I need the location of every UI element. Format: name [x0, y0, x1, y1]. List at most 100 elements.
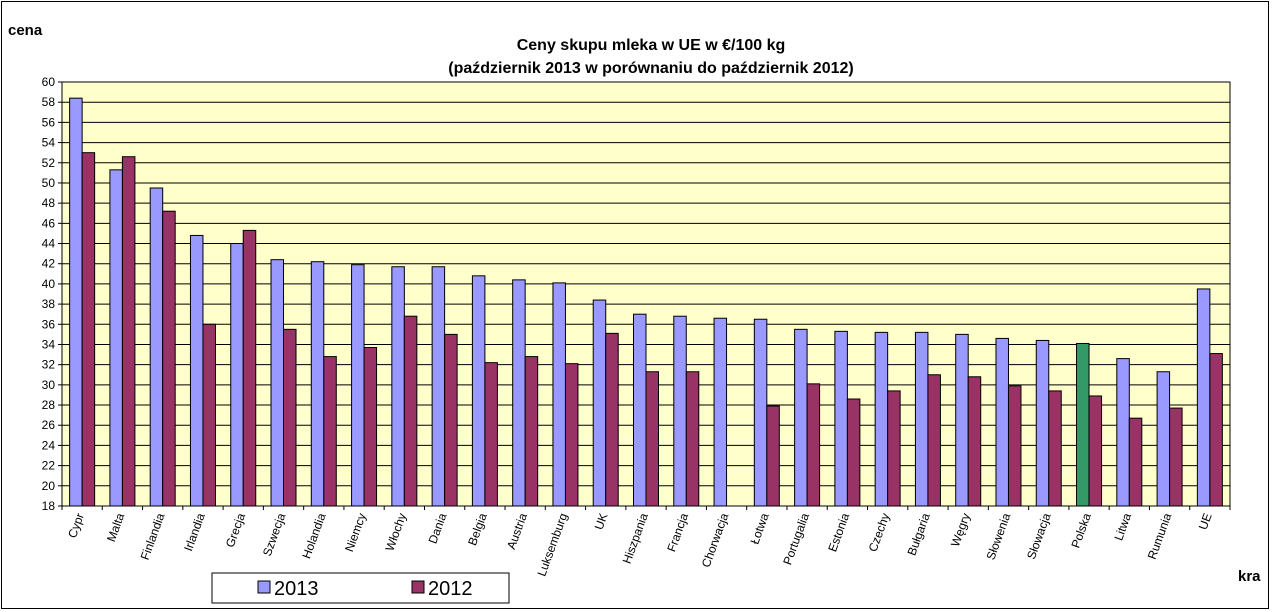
bar-2013	[512, 279, 526, 507]
x-tick-label: Węgry	[948, 511, 973, 548]
bar-2012	[887, 390, 901, 507]
bar-2012	[524, 356, 539, 507]
x-tick-label: Łotwa	[748, 511, 772, 546]
bar-2013	[753, 318, 768, 507]
bar-2013	[552, 282, 566, 507]
x-tick-label: Holandia	[299, 511, 328, 561]
x-tick-label: Chorwacja	[699, 511, 732, 569]
bar-2012	[685, 371, 700, 507]
bar-2012	[645, 371, 659, 507]
x-tick-label: Luksemburg	[535, 511, 571, 578]
x-tick-label: UK	[592, 511, 611, 531]
bar-2013	[270, 259, 285, 507]
legend-label-2012: 2012	[428, 578, 473, 600]
y-tick-label: 58	[42, 95, 56, 109]
x-tick-label: Finlandia	[138, 511, 168, 562]
bar-2013	[310, 261, 325, 507]
bar-2013	[633, 313, 647, 507]
y-tick-label: 26	[42, 418, 56, 432]
y-tick-label: 22	[42, 459, 56, 473]
y-tick-label: 46	[42, 216, 56, 230]
x-tick-label: UE	[1196, 511, 1215, 531]
bar-2012	[766, 405, 780, 507]
x-tick-label: Szwecja	[260, 511, 289, 558]
bar-2013	[1116, 358, 1130, 507]
y-tick-label: 48	[42, 196, 56, 210]
bar-2012	[363, 347, 378, 507]
x-tick-label: Niemcy	[342, 511, 369, 553]
bar-2012	[1169, 407, 1183, 507]
y-tick-label: 54	[42, 136, 56, 150]
bar-2013	[471, 275, 486, 507]
x-tick-label: Cypr	[65, 511, 87, 540]
x-tick-label: Czechy	[866, 511, 893, 553]
x-tick-label: Irlandia	[181, 511, 208, 553]
x-tick-label: Hiszpania	[620, 511, 651, 566]
x-tick-label: Grecja	[223, 511, 248, 549]
y-tick-label: 32	[42, 358, 56, 372]
legend: 2013 2012	[211, 572, 510, 604]
bar-2013	[189, 234, 204, 507]
bar-2013	[351, 264, 365, 507]
bar-2013	[914, 331, 929, 507]
bar-2013	[995, 337, 1009, 507]
bar-2012	[1209, 353, 1223, 507]
bar-2013	[834, 330, 848, 507]
bar-2013	[109, 169, 123, 507]
x-axis-label: kra	[1238, 568, 1261, 585]
bar-2013	[794, 328, 808, 507]
x-tick-label: Polska	[1068, 511, 1094, 550]
y-tick-label: 56	[42, 115, 56, 129]
y-axis-label: cena	[8, 22, 43, 39]
x-tick-label: Estonia	[825, 511, 852, 554]
bar-2013	[592, 299, 607, 507]
bar-2013	[69, 97, 83, 507]
y-tick-label: 24	[42, 438, 56, 452]
bar-2012	[323, 356, 337, 507]
bar-2013	[1156, 371, 1171, 507]
y-tick-label: 52	[42, 156, 56, 170]
chart-subtitle: (październik 2013 w porównaniu do paździ…	[448, 60, 853, 77]
bar-2012	[564, 363, 579, 507]
y-tick-label: 60	[42, 75, 56, 89]
bar-2012	[81, 152, 96, 507]
bar-2013	[713, 317, 728, 507]
bar-2012	[162, 210, 176, 507]
y-tick-label: 28	[42, 398, 56, 412]
bar-2013	[673, 315, 687, 507]
y-tick-label: 38	[42, 297, 56, 311]
x-tick-label: Austria	[504, 511, 530, 551]
x-tick-label: Dania	[426, 511, 450, 546]
legend-swatch-2013	[257, 580, 271, 594]
y-tick-label: 50	[42, 176, 56, 190]
bar-2013	[391, 266, 405, 507]
bar-2012	[1128, 417, 1143, 507]
bar-2013	[1076, 342, 1090, 507]
x-tick-label: Litwa	[1111, 511, 1134, 542]
bar-2012	[283, 328, 297, 507]
y-tick-label: 36	[42, 317, 56, 331]
x-tick-label: Malta	[104, 511, 127, 544]
chart-title: Ceny skupu mleka w UE w €/100 kg	[517, 37, 786, 54]
y-tick-label: 42	[42, 257, 56, 271]
bar-2013	[955, 333, 969, 507]
bar-2012	[121, 156, 136, 507]
bar-2012	[444, 333, 458, 507]
y-tick-label: 34	[42, 337, 56, 351]
bar-2012	[846, 398, 861, 507]
legend-label-2013: 2013	[274, 578, 319, 600]
bar-2012	[1048, 390, 1062, 507]
y-tick-label: 18	[42, 499, 56, 513]
y-tick-label: 30	[42, 378, 56, 392]
bar-2013	[1035, 339, 1050, 507]
bar-2012	[403, 315, 418, 507]
bar-2012	[1007, 385, 1022, 507]
bar-2012	[967, 376, 982, 507]
x-tick-label: Włochy	[383, 511, 410, 553]
bar-2013	[431, 266, 446, 507]
x-tick-label: Bułgaria	[905, 511, 933, 557]
legend-swatch-2012	[411, 580, 425, 594]
bar-2013	[1196, 288, 1211, 507]
y-tick-label: 20	[42, 479, 56, 493]
